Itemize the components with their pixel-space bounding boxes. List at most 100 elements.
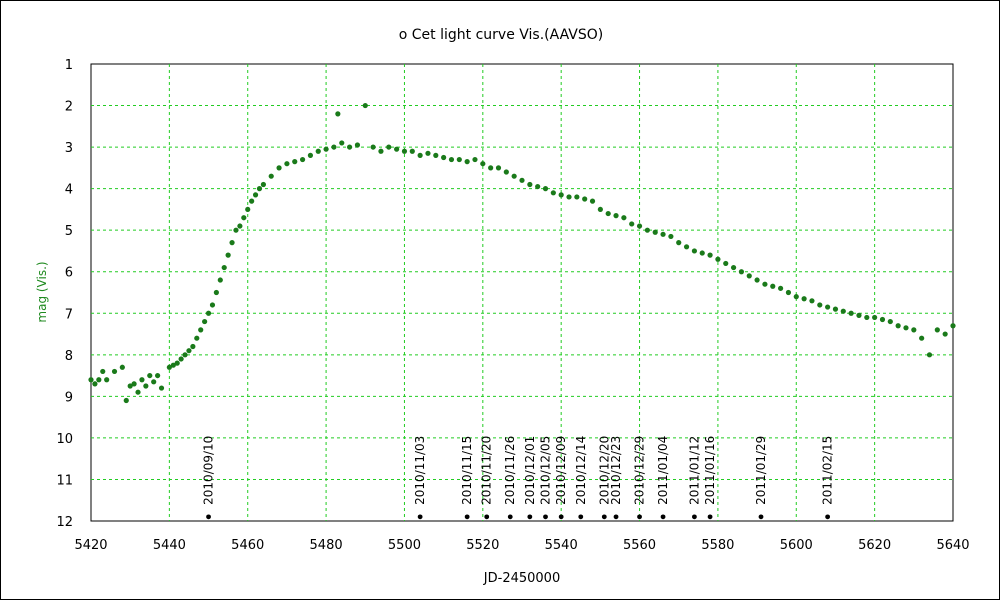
data-point	[472, 156, 478, 163]
y-tick-label: 9	[65, 390, 73, 405]
data-point	[233, 227, 239, 233]
y-tick-label: 4	[65, 183, 73, 198]
date-marker-dot	[484, 514, 490, 520]
x-tick-label: 5460	[231, 538, 264, 553]
data-point	[268, 173, 274, 179]
date-marker-dot	[507, 514, 513, 520]
data-point	[143, 383, 149, 389]
data-point	[715, 256, 721, 262]
data-point	[409, 148, 415, 154]
data-point	[299, 156, 306, 163]
data-point	[135, 389, 141, 395]
date-marker-label: 2010/11/26	[503, 436, 517, 505]
y-tick-label: 6	[65, 266, 73, 281]
data-point	[170, 362, 176, 368]
data-point	[926, 352, 933, 358]
data-point	[194, 335, 200, 341]
date-marker-label: 2010/12/01	[523, 436, 537, 505]
data-point	[848, 310, 854, 316]
x-tick-label: 5520	[466, 538, 499, 553]
data-point	[155, 372, 161, 379]
data-point	[856, 312, 862, 318]
date-marker-label: 2011/01/16	[703, 436, 717, 505]
data-point	[158, 385, 165, 391]
data-point	[636, 223, 643, 229]
y-tick-label: 1	[65, 58, 73, 73]
date-marker-dot	[417, 514, 423, 520]
data-point	[96, 377, 102, 383]
data-point	[950, 323, 956, 329]
data-point	[785, 289, 792, 296]
data-point	[127, 383, 133, 389]
x-tick-label: 5620	[858, 538, 891, 553]
data-point	[464, 159, 470, 165]
data-point	[511, 173, 517, 179]
date-markers: 2010/09/10 2010/11/03 2010/11/15 2010/11/20…	[202, 436, 835, 520]
data-point	[762, 281, 768, 287]
data-point	[292, 159, 298, 165]
data-point	[613, 213, 619, 219]
data-point	[209, 302, 216, 308]
data-point	[488, 165, 494, 171]
data-point	[241, 215, 247, 221]
data-point	[699, 250, 705, 256]
y-tick-label: 8	[65, 349, 73, 364]
data-point	[448, 156, 455, 163]
data-point	[331, 144, 337, 150]
x-tick-label: 5500	[388, 538, 421, 553]
data-point	[934, 327, 940, 333]
chart-title: o Cet light curve Vis.(AAVSO)	[399, 27, 603, 43]
data-point	[809, 298, 815, 304]
data-point	[605, 210, 611, 217]
date-marker-label: 2010/11/03	[413, 436, 427, 505]
data-point	[354, 142, 361, 148]
data-point	[793, 294, 799, 300]
x-tick-label: 5560	[623, 538, 656, 553]
data-point	[817, 302, 823, 308]
x-tick-label: 5600	[780, 538, 813, 553]
data-point	[550, 190, 556, 196]
y-axis-label: mag (Vis.)	[35, 261, 49, 322]
data-point	[119, 364, 125, 370]
data-point	[425, 150, 431, 156]
data-point	[378, 148, 384, 154]
x-tick-label: 5480	[310, 538, 343, 553]
data-point	[182, 352, 188, 358]
data-point	[213, 289, 219, 296]
date-marker-label: 2010/12/14	[574, 436, 588, 505]
y-tick-label: 12	[56, 515, 73, 530]
data-point	[100, 368, 106, 375]
y-tick-label: 3	[65, 141, 73, 156]
date-marker-dot	[660, 514, 666, 520]
date-marker-label: 2010/12/29	[633, 436, 647, 505]
data-point	[754, 277, 760, 283]
y-tick-label: 7	[65, 307, 73, 322]
data-point	[225, 252, 231, 258]
data-point	[205, 310, 212, 316]
x-tick-labels: 5420 5440 5460 5480 5500 5520 5540 5560 5580 5600…	[74, 538, 969, 553]
data-point	[386, 144, 392, 150]
data-point	[339, 140, 345, 146]
data-point	[652, 229, 658, 235]
data-point	[840, 308, 846, 314]
x-tick-label: 5540	[545, 538, 578, 553]
data-point	[535, 183, 541, 190]
data-point	[441, 154, 447, 161]
date-marker-dot	[464, 514, 470, 520]
data-point	[911, 327, 917, 333]
data-point	[370, 144, 376, 150]
data-point	[190, 343, 196, 350]
data-point	[252, 192, 259, 198]
data-point	[104, 377, 110, 383]
y-tick-label: 2	[65, 100, 73, 115]
data-point	[276, 165, 282, 171]
date-marker-dot	[527, 514, 533, 520]
data-point	[558, 192, 564, 198]
data-point	[629, 221, 635, 227]
data-point	[503, 169, 509, 175]
date-marker-label: 2011/01/29	[754, 436, 768, 505]
data-point	[903, 325, 909, 331]
data-point	[919, 335, 925, 341]
data-point	[347, 144, 353, 150]
